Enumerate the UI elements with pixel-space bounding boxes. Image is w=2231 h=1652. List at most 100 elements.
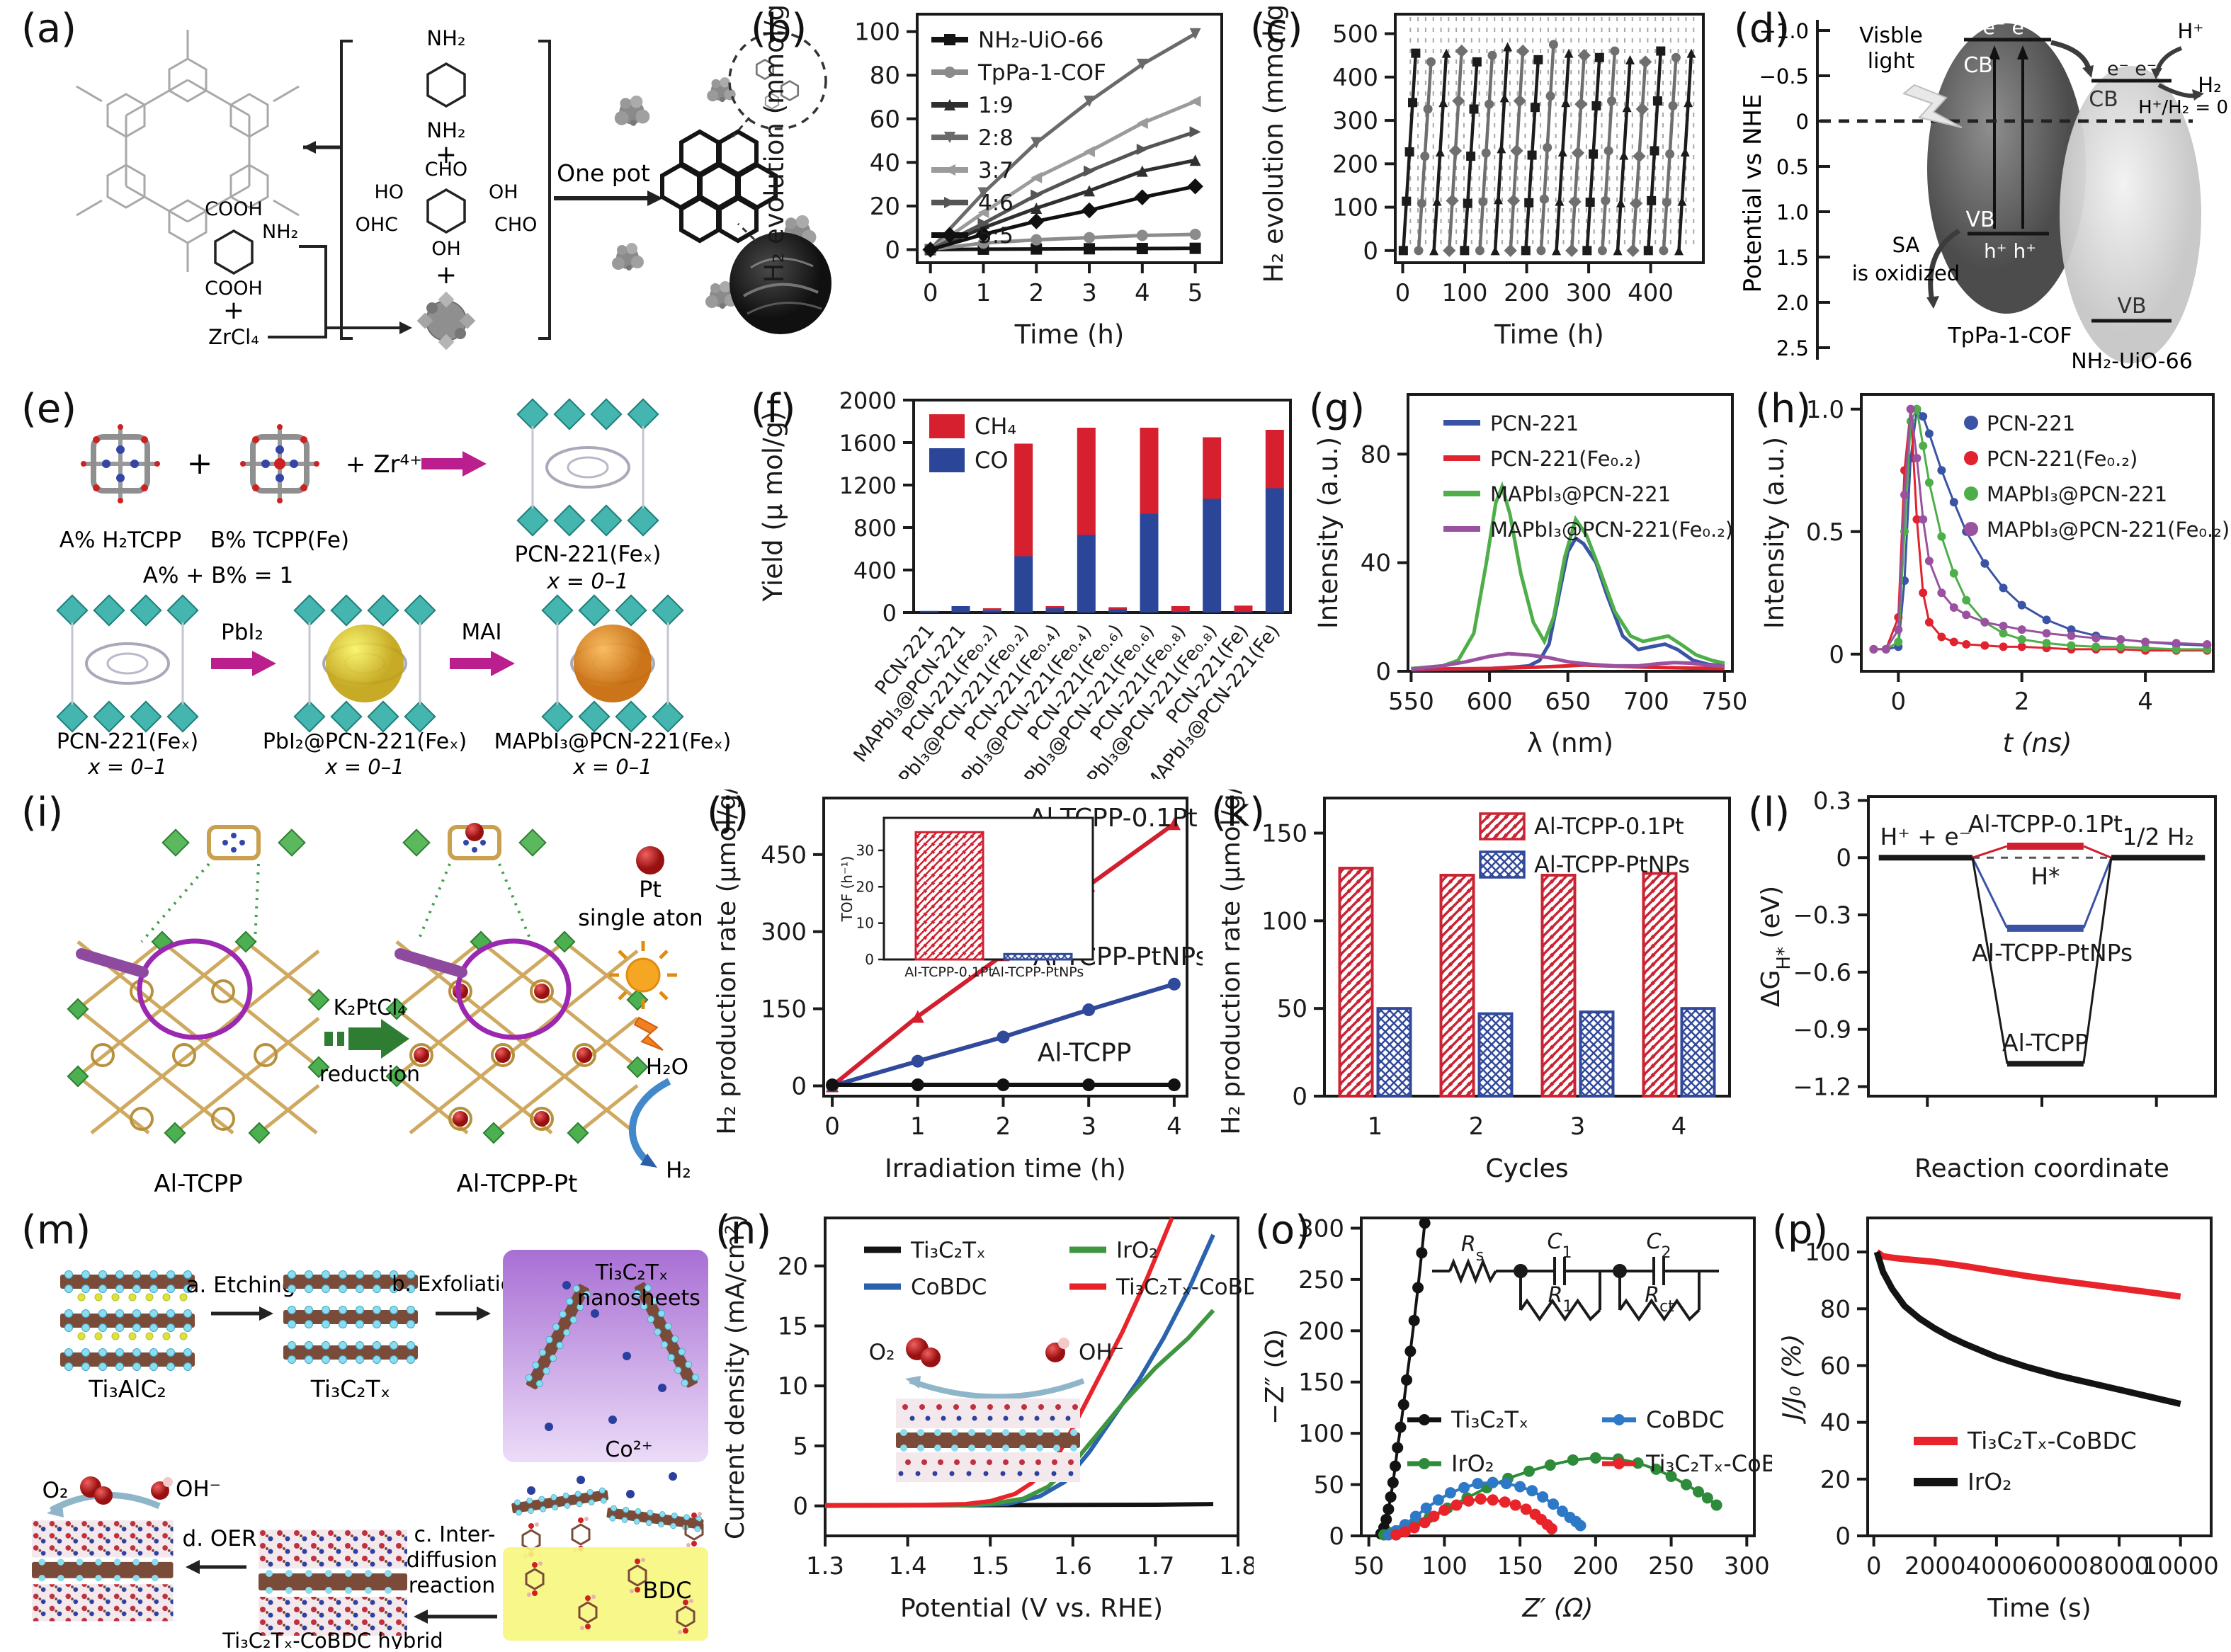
svg-text:OH⁻: OH⁻ [1079, 1340, 1124, 1365]
h-plus-label: H⁺ [2177, 19, 2203, 43]
svg-text:H₂ evolution (mmol/g): H₂ evolution (mmol/g) [759, 6, 790, 283]
bar-blue-cycle-3 [1579, 1010, 1615, 1098]
svg-text:60: 60 [870, 106, 900, 134]
bar-PCN-221(Fe₀.₄) [1045, 606, 1065, 613]
plot-frame [1407, 393, 1734, 673]
svg-text:0: 0 [1292, 1083, 1307, 1111]
svg-text:Al-TCPP-PtNPs: Al-TCPP-PtNPs [1972, 939, 2133, 967]
svg-text:200: 200 [1298, 1317, 1344, 1345]
series-Ti₃C₂Tₓ-CoBDC [1390, 1493, 1557, 1541]
svg-text:300: 300 [1566, 279, 1612, 307]
svg-text:3: 3 [1570, 1112, 1586, 1141]
plot-frame [1323, 797, 1731, 1098]
svg-text:0: 0 [824, 1112, 840, 1141]
interdiffusion-label-2: diffusion [407, 1548, 497, 1573]
electron-transfer-arrowhead [2082, 65, 2094, 78]
visible-light-label-2: light [1868, 49, 1915, 74]
svg-text:200: 200 [1504, 279, 1550, 307]
visible-light-label-1: Visble [1859, 23, 1923, 48]
svg-text:PCN-221(Fe₀.₂): PCN-221(Fe₀.₂) [1490, 447, 1641, 471]
magnifier-right [394, 938, 572, 1040]
tick: 1.0 [1776, 200, 1809, 224]
svg-text:Ti₃C₂Tₓ-CoBDC: Ti₃C₂Tₓ-CoBDC [1645, 1450, 1772, 1477]
cycle-1 [1398, 48, 1421, 256]
cycle-15 [1613, 55, 1635, 256]
fe-center [274, 458, 285, 469]
svg-text:−1.2: −1.2 [1793, 1073, 1851, 1102]
svg-text:H₂ evolution (mmol/g): H₂ evolution (mmol/g) [1259, 6, 1289, 283]
bar-MAPbI₃@PCN-221(Fe) [1265, 430, 1284, 613]
series-MAPbI₃@PCN-221 [1411, 481, 1725, 671]
sa-label-2: is oxidized [1852, 261, 1960, 285]
h2tcpp-label: A% H₂TCPP [59, 528, 181, 553]
svg-text:30: 30 [856, 842, 874, 859]
svg-text:Ti₃C₂Tₓ: Ti₃C₂Tₓ [1451, 1406, 1528, 1433]
excitation-arrows [1989, 45, 2028, 229]
svg-text:400: 400 [1628, 279, 1674, 307]
oh-label: OH⁻ [176, 1476, 221, 1502]
svg-text:0: 0 [1375, 658, 1391, 686]
panel-g: (g) 550 600 650 700 750 0 40 80 λ (nm) Intensity … [1309, 386, 1748, 782]
plus-2: + [436, 261, 457, 290]
panel-m-label: (m) [21, 1207, 91, 1253]
svg-text:5: 5 [793, 1432, 808, 1461]
bar-MAPbI₃@PCN-221(Fe₀.₄) [1077, 428, 1096, 613]
plus-3: + [223, 296, 244, 325]
h2-evolution-ratio-chart: 0 1 2 3 4 5 0 20 40 60 80 100 Time (h) H₂ evolution (… [759, 0, 1223, 350]
svg-text:0: 0 [1866, 1552, 1882, 1580]
svg-text:2:8: 2:8 [978, 125, 1014, 151]
pbi2-pcn-label: PbI₂@PCN-221(Feₓ) [263, 729, 467, 754]
vb-label-cof: VB [1965, 207, 1994, 232]
panel-p-label: (p) [1772, 1207, 1829, 1253]
ti3alc2-label: Ti₃AlC₂ [88, 1375, 166, 1403]
svg-text:2000: 2000 [1904, 1552, 1966, 1580]
svg-text:20: 20 [856, 878, 874, 895]
interdiffusion-label-3: reaction [409, 1573, 495, 1598]
svg-text:100: 100 [1442, 279, 1488, 307]
bar-red-cycle-2 [1439, 873, 1475, 1098]
cycle-18 [1659, 52, 1681, 256]
panel-a-label: (a) [21, 6, 77, 52]
bar-MAPbI₃@PCN-221 [951, 606, 970, 613]
svg-text:Cycles: Cycles [1485, 1154, 1568, 1183]
series-Al-TCPP-PtNPs [826, 977, 1181, 1093]
svg-text:250: 250 [1298, 1266, 1344, 1294]
panel-o-label: (o) [1255, 1207, 1310, 1253]
label-nh2-side: NH₂ [262, 221, 298, 243]
cycle-10 [1536, 40, 1558, 256]
svg-text:750: 750 [1701, 688, 1747, 716]
o2-label: O₂ [42, 1478, 69, 1503]
svg-text:50: 50 [1353, 1552, 1384, 1580]
panel-i: (i) [21, 790, 711, 1206]
arrow-to-cluster [268, 245, 412, 338]
cof-ring-sketch [76, 30, 300, 272]
svg-text:0: 0 [882, 600, 897, 627]
svg-text:Al-TCPP: Al-TCPP [1038, 1039, 1132, 1068]
trpl-decay-chart: 0 2 4 0 0.5 1.0 t (ns) Intensity (a.u.) PCN-221 P… [1759, 393, 2230, 758]
svg-text:Time (h): Time (h) [1494, 319, 1604, 350]
oh-sphere [151, 1481, 169, 1500]
tick: 0.5 [1776, 155, 1809, 179]
svg-text:0: 0 [793, 1493, 808, 1521]
co2plus-label: Co²⁺ [605, 1437, 652, 1462]
pt-label: Pt [639, 876, 662, 903]
tick: −1.0 [1759, 19, 1809, 43]
svg-text:8000: 8000 [2089, 1552, 2150, 1580]
svg-text:150: 150 [1298, 1369, 1344, 1397]
bar-PCN-221(Fe) [1234, 605, 1253, 613]
svg-text:1.7: 1.7 [1136, 1552, 1174, 1580]
svg-text:50: 50 [1314, 1471, 1344, 1500]
svg-text:PCN-221: PCN-221 [1987, 411, 2075, 435]
svg-text:IrO₂: IrO₂ [1968, 1468, 2012, 1496]
label-cho-br: CHO [494, 214, 537, 236]
h2-cycling-chart: 0 100 200 300 400 0 100 200 300 400 500 Time (h) H₂ … [1259, 0, 1705, 350]
oer-inset: O₂ OH⁻ [869, 1338, 1124, 1482]
svg-text:Z′ (Ω): Z′ (Ω) [1522, 1594, 1594, 1623]
svg-text:Time (h): Time (h) [1014, 319, 1125, 350]
svg-text:4: 4 [2138, 688, 2153, 716]
bar-MAPbI₃@PCN-221(Fe₀.₂) [1014, 443, 1033, 613]
free-energy-diagram: 0.3 0 −0.3 −0.6 −0.9 −1.2 Reaction coordinate Δ… [1756, 787, 2217, 1183]
svg-text:2: 2 [1028, 279, 1044, 307]
bar-red-cycle-4 [1642, 872, 1678, 1098]
